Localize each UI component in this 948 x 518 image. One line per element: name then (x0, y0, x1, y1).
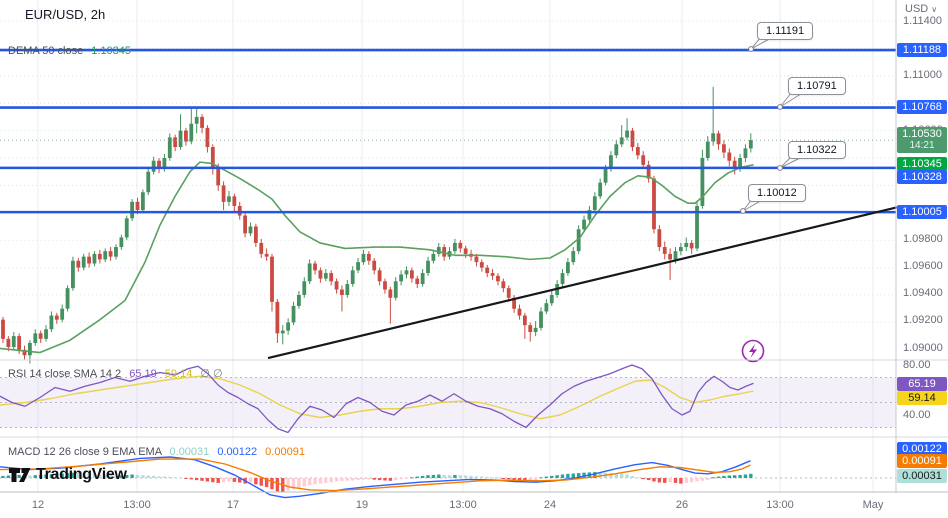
price-level-callout[interactable]: 1.10322 (788, 141, 846, 159)
price-tick-label: 1.09000 (903, 342, 943, 354)
tradingview-logo[interactable]: TradingView (8, 464, 127, 485)
symbol-title[interactable]: EUR/USD, 2h (25, 7, 106, 22)
tradingview-logo-icon (9, 468, 31, 482)
price-tick-label: 40.00 (903, 409, 931, 421)
price-badge: 65.19 (897, 377, 947, 391)
price-badge: 0.00031 (897, 469, 947, 483)
rsi-label: RSI 14 close SMA 14 2 (8, 368, 122, 380)
dema-label: DEMA 50 close (8, 45, 84, 57)
price-tick-label: 1.09600 (903, 260, 943, 272)
macd-value: 0.00122 (217, 446, 258, 458)
macd-indicator-legend[interactable]: MACD 12 26 close 9 EMA EMA 0.00031 0.001… (8, 446, 305, 458)
tradingview-logo-text: TradingView (36, 465, 127, 483)
time-tick-label: May (862, 499, 884, 511)
price-badge: 0.00122 (897, 442, 947, 456)
rsi-sma-value: 59.14 (164, 368, 193, 380)
time-tick-label: 13:00 (123, 499, 151, 511)
price-badge: 1.10345 (897, 157, 947, 171)
price-tick-label: 1.09800 (903, 233, 943, 245)
price-badge: 1.10530 14:21 (897, 127, 947, 153)
time-tick-label: 19 (355, 499, 369, 511)
price-axis-currency-dropdown[interactable]: USD ∨ (905, 3, 937, 15)
time-tick-label: 24 (543, 499, 557, 511)
macd-hist-value: 0.00031 (169, 446, 210, 458)
time-tick-label: 12 (31, 499, 45, 511)
price-tick-label: 1.11400 (903, 15, 942, 27)
flash-event-icon[interactable] (741, 339, 765, 363)
price-badge: 1.10005 (897, 205, 947, 219)
price-tick-label: 80.00 (903, 359, 931, 371)
time-tick-label: 13:00 (766, 499, 794, 511)
price-tick-label: 1.09200 (903, 314, 943, 326)
price-tick-label: 1.11000 (903, 69, 942, 81)
price-badge: 1.11188 (897, 43, 947, 57)
rsi-extra-values: ∅ ∅ (200, 368, 223, 380)
price-level-callout[interactable]: 1.10012 (748, 184, 806, 202)
currency-text: USD (905, 3, 929, 15)
rsi-value: 65.19 (129, 368, 157, 380)
chevron-down-icon: ∨ (931, 5, 938, 14)
price-badge: 1.10768 (897, 100, 947, 114)
macd-label: MACD 12 26 close 9 EMA EMA (8, 446, 162, 458)
price-tick-label: 1.09400 (903, 287, 943, 299)
countdown-timer: 14:21 (909, 140, 935, 151)
rsi-indicator-legend[interactable]: RSI 14 close SMA 14 2 65.19 59.14 ∅ ∅ (8, 367, 223, 380)
time-tick-label: 17 (226, 499, 240, 511)
price-badge: 0.00091 (897, 454, 947, 468)
price-level-callout[interactable]: 1.11191 (757, 22, 814, 40)
macd-signal-value: 0.00091 (265, 446, 305, 458)
price-badge: 1.10328 (897, 170, 947, 184)
time-tick-label: 13:00 (449, 499, 477, 511)
dema-value: 1.10345 (91, 45, 132, 57)
dema-indicator-legend[interactable]: DEMA 50 close 1.10345 (8, 45, 131, 57)
price-level-callout[interactable]: 1.10791 (788, 77, 846, 95)
price-badge: 59.14 (897, 391, 947, 405)
time-tick-label: 26 (675, 499, 689, 511)
